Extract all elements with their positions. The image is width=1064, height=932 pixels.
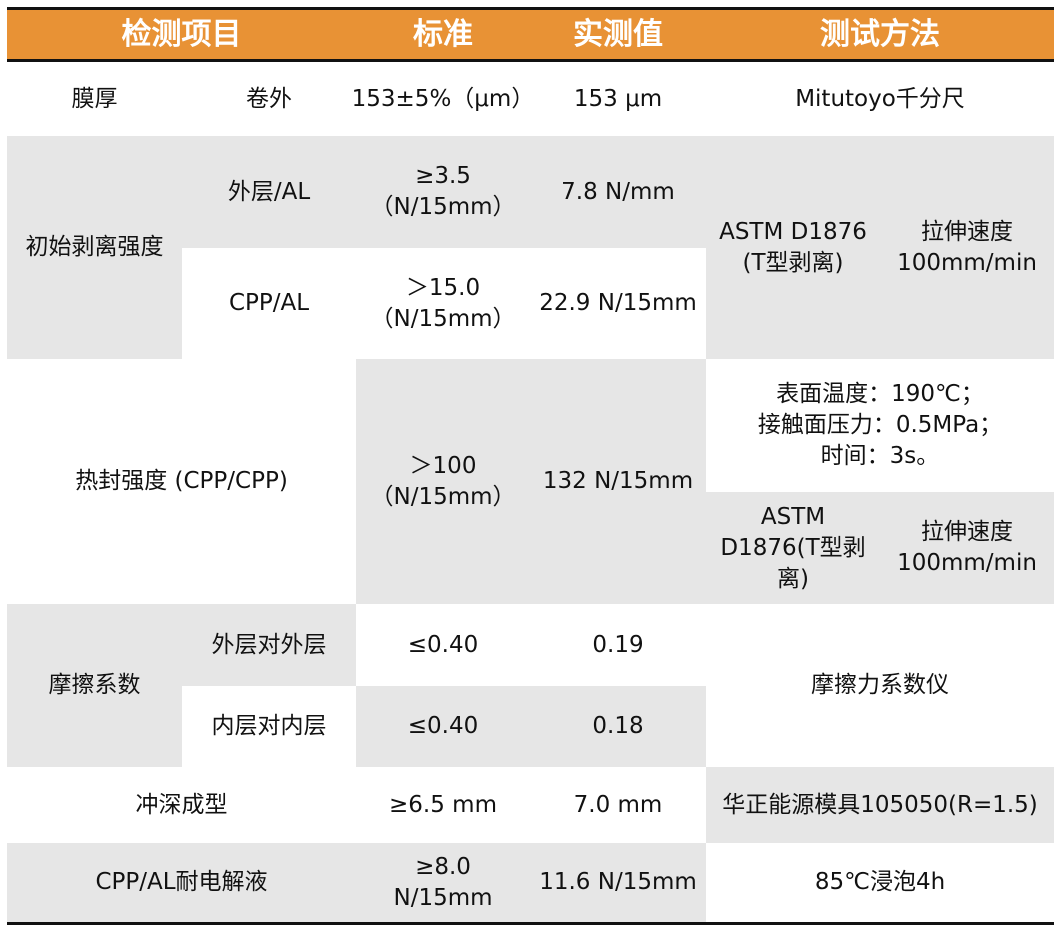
heat-seal-condition: 表面温度：190℃； 接触面压力：0.5MPa； 时间：3s。: [757, 381, 1003, 469]
electrolyte-measured: 11.6 N/15mm: [530, 843, 706, 922]
friction-outer-standard: ≤0.40: [407, 631, 479, 658]
header-rule: [7, 59, 1054, 62]
top-rule: [7, 7, 1054, 10]
heat-seal-method-standard: ASTM D1876(T型剥 离): [706, 492, 880, 604]
heat-seal-method-speed: 拉伸速度 100mm/min: [880, 492, 1054, 604]
friction-outer-measured: 0.19: [592, 631, 644, 658]
friction-method: 摩擦力系数仪: [811, 672, 949, 698]
thickness-standard: 153±5%（μm）: [351, 85, 535, 112]
peel-outer-sub: 外层/AL: [182, 136, 356, 248]
peel-cpp-standard: ＞15.0 （N/15mm）: [370, 274, 516, 332]
peel-method-speed: 拉伸速度 100mm/min: [880, 136, 1054, 359]
thickness-measured: 153 μm: [573, 85, 663, 112]
header-item: 检测项目: [7, 10, 356, 59]
peel-item: 初始剥离强度: [7, 136, 182, 359]
thickness-method: Mitutoyo千分尺: [795, 85, 965, 112]
heat-seal-measured: 132 N/15mm: [530, 359, 706, 604]
friction-inner-measured: 0.18: [530, 686, 706, 767]
electrolyte-method: 85℃浸泡4h: [814, 869, 946, 895]
peel-cpp-sub: CPP/AL: [228, 290, 310, 316]
header-measured: 实测值: [530, 10, 706, 59]
header-method: 测试方法: [706, 10, 1054, 59]
peel-method-standard: ASTM D1876 (T型剥离): [706, 136, 880, 359]
heat-seal-item: 热封强度 (CPP/CPP): [75, 468, 288, 494]
electrolyte-item: CPP/AL耐电解液: [7, 843, 356, 922]
thickness-item: 膜厚: [71, 85, 118, 112]
peel-outer-measured: 7.8 N/mm: [530, 136, 706, 248]
deep-draw-item: 冲深成型: [135, 791, 228, 818]
heat-seal-standard: ＞100 （N/15mm）: [356, 359, 530, 604]
peel-outer-standard: ≥3.5 （N/15mm）: [356, 136, 530, 248]
thickness-sub: 卷外: [246, 85, 292, 112]
friction-item: 摩擦系数: [7, 604, 182, 767]
friction-inner-sub: 内层对内层: [211, 713, 327, 739]
deep-draw-standard: ≥6.5 mm: [389, 791, 497, 818]
peel-cpp-measured: 22.9 N/15mm: [539, 290, 697, 316]
deep-draw-method: 华正能源模具105050(R=1.5): [706, 767, 1054, 843]
header-standard: 标准: [356, 10, 530, 59]
friction-inner-standard: ≤0.40: [356, 686, 530, 767]
electrolyte-standard: ≥8.0 N/15mm: [356, 843, 530, 922]
bottom-rule: [7, 922, 1054, 925]
friction-outer-sub: 外层对外层: [182, 604, 356, 686]
deep-draw-measured: 7.0 mm: [573, 791, 663, 818]
